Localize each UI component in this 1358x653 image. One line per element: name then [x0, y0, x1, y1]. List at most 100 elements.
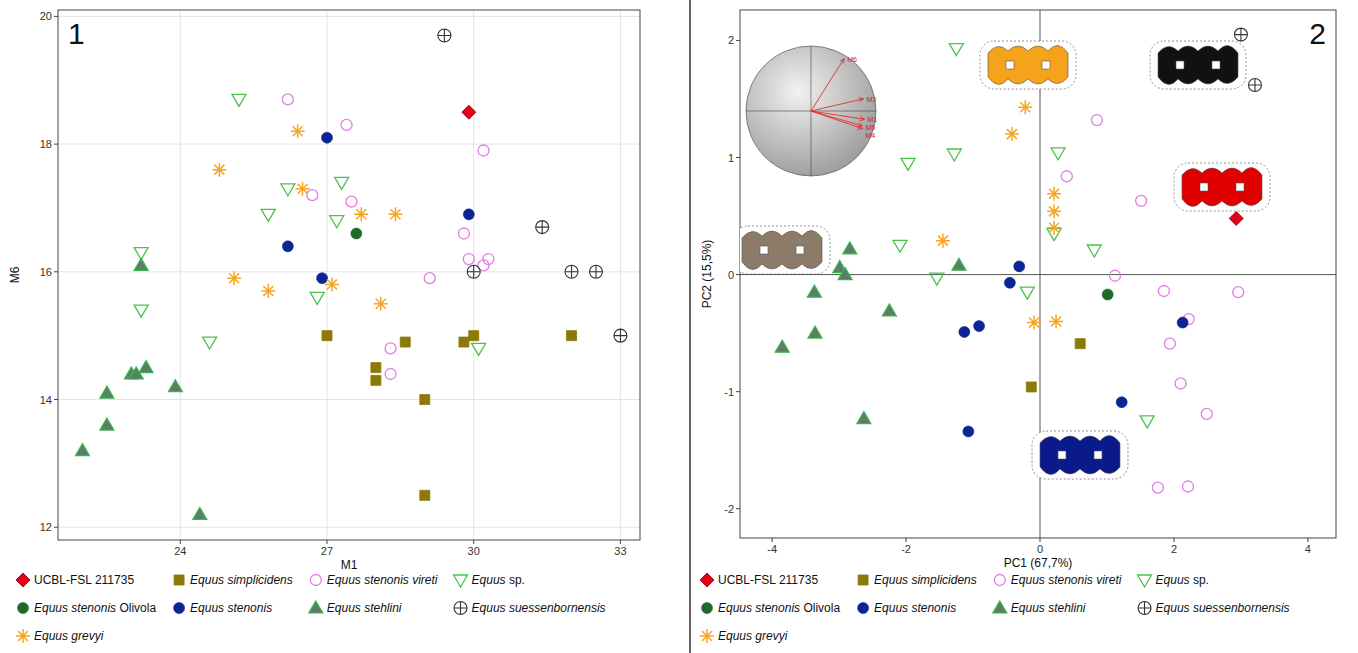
- data-point: [843, 242, 857, 254]
- data-point: [807, 285, 821, 297]
- grid-line: [58, 527, 640, 528]
- loading-label: M4: [865, 132, 875, 139]
- data-point: [400, 337, 410, 347]
- y-tick-label: -1: [724, 386, 734, 398]
- legend-label-part: Equus: [472, 601, 509, 615]
- y-tick: [54, 16, 58, 17]
- panel-divider: [689, 0, 691, 653]
- data-point: [462, 105, 476, 119]
- legend-marker: [16, 629, 30, 643]
- x-tick-label: 4: [1305, 543, 1311, 555]
- legend-marker: [858, 575, 868, 585]
- data-point: [463, 209, 474, 220]
- tooth-drawing: [1182, 167, 1262, 206]
- data-point: [567, 331, 577, 341]
- data-point: [281, 184, 295, 196]
- legend-label: Equus grevyi: [34, 629, 104, 643]
- legend-label-part: Equus: [1156, 573, 1193, 587]
- legend-label: Equus simplicidens: [190, 573, 293, 587]
- legend-label-part: Equus: [472, 573, 509, 587]
- data-point: [857, 412, 871, 424]
- panel-label: 1: [68, 17, 85, 50]
- data-point: [354, 207, 368, 221]
- data-point: [1110, 270, 1121, 281]
- tooth-outline: [1032, 431, 1128, 479]
- loading-label: M6: [847, 56, 857, 63]
- legend-label: Equus stenonis Olivola: [718, 601, 840, 615]
- legend-label: Equus suessenbornensis: [1156, 601, 1290, 615]
- data-point: [1248, 78, 1261, 91]
- data-point: [472, 343, 486, 355]
- correlation-circle: [746, 46, 876, 176]
- data-point: [1233, 287, 1244, 298]
- y-tick-label: 18: [40, 138, 52, 150]
- legend-label-part: Equus: [190, 601, 227, 615]
- legend-label: Equus stenonis vireti: [1011, 573, 1122, 587]
- loading-arrow: [811, 98, 863, 111]
- legend-label-part: simplicidens: [227, 573, 292, 587]
- data-point: [1201, 408, 1212, 419]
- data-point: [307, 190, 318, 201]
- data-point: [463, 254, 474, 265]
- tooth-drawing: [742, 230, 822, 269]
- data-point: [1047, 187, 1061, 201]
- reference-line: [740, 274, 1336, 275]
- data-point: [325, 278, 339, 292]
- data-point: [1049, 314, 1063, 328]
- data-point: [1140, 416, 1154, 428]
- loading-label: M1: [868, 116, 878, 123]
- data-point: [341, 119, 352, 130]
- data-point: [388, 207, 402, 221]
- plot-background: [58, 10, 640, 540]
- legend-label-part: suessenbornensis: [1193, 601, 1290, 615]
- legend-label-part: sp.: [509, 573, 525, 587]
- legend-marker: [1138, 602, 1151, 615]
- data-point: [901, 158, 915, 170]
- legend-label-part: UCBL-FSL: [718, 573, 779, 587]
- legend: UCBL-FSL 211735Equus simplicidensEquus s…: [16, 573, 606, 643]
- tooth-outline: [740, 226, 830, 274]
- data-point: [1091, 115, 1102, 126]
- data-point: [1175, 378, 1186, 389]
- data-point: [134, 305, 148, 317]
- loading-arrow: [811, 111, 862, 129]
- plot-area: [75, 29, 626, 519]
- legend-marker: [700, 573, 714, 587]
- y-tick-label: 16: [40, 266, 52, 278]
- legend-label-part: Equus: [874, 601, 911, 615]
- data-point: [232, 94, 246, 106]
- y-axis-title: PC2 (15,5%): [700, 240, 714, 309]
- legend-marker: [702, 603, 713, 614]
- loading-label: M5: [865, 124, 875, 131]
- legend-marker: [454, 575, 468, 587]
- data-point: [1234, 28, 1247, 41]
- data-point: [936, 234, 950, 248]
- x-tick: [180, 540, 181, 544]
- legend-label-part: suessenbornensis: [509, 601, 606, 615]
- data-point: [371, 363, 381, 373]
- data-point: [310, 292, 324, 304]
- grid-line: [58, 271, 640, 272]
- loading-label: M3: [866, 96, 876, 103]
- legend-label: Equus stenonis: [874, 601, 956, 615]
- data-point: [1026, 382, 1036, 392]
- legend-label-part: simplicidens: [911, 573, 976, 587]
- legend-label-part: Equus: [34, 601, 71, 615]
- data-point: [775, 340, 789, 352]
- data-point: [75, 444, 89, 456]
- data-point: [100, 386, 114, 398]
- legend-label-part: Equus: [1011, 573, 1048, 587]
- y-tick-label: 1: [728, 152, 734, 164]
- y-tick: [736, 157, 740, 158]
- data-point: [1183, 481, 1194, 492]
- legend-label-part: 211735: [779, 573, 818, 587]
- data-point: [589, 265, 602, 278]
- data-point: [296, 182, 310, 196]
- data-point: [893, 240, 907, 252]
- data-point: [1087, 245, 1101, 257]
- data-point: [321, 132, 332, 143]
- legend-label: Equus simplicidens: [874, 573, 977, 587]
- legend-label-part: Equus: [327, 601, 364, 615]
- data-point: [469, 331, 479, 341]
- data-point: [227, 271, 241, 285]
